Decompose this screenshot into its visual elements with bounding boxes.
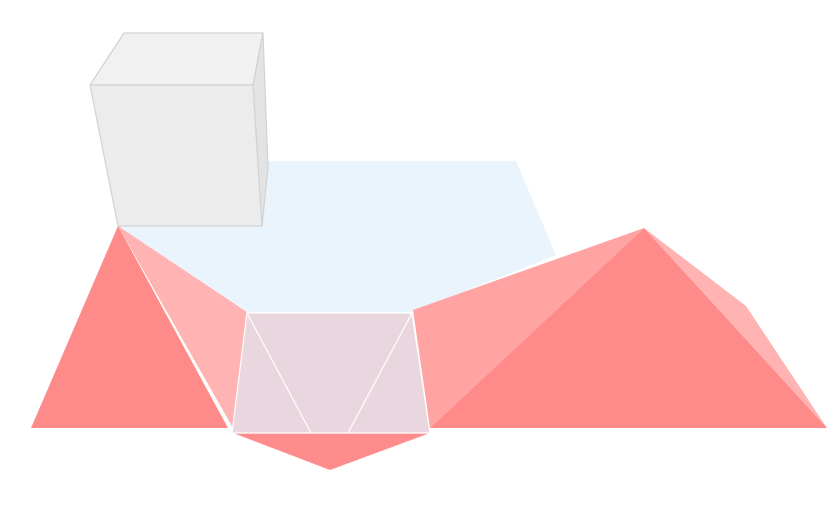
center-panel <box>231 312 431 434</box>
left-pyramid-dark-face <box>31 226 228 428</box>
right-pyramid-dark-face <box>430 228 827 428</box>
center-panel-edge-left <box>246 312 312 434</box>
center-panel-face <box>232 313 430 433</box>
cube <box>89 32 269 227</box>
cube-top-face <box>89 32 264 86</box>
cube-front-face <box>89 84 263 227</box>
floor-plane <box>118 161 556 312</box>
right-pyramid-side-face <box>644 228 827 428</box>
center-panel-outline <box>231 312 431 434</box>
left-pyramid-light-face <box>118 226 247 428</box>
bottom-apex-face <box>233 433 430 470</box>
cube-side-face <box>252 32 269 227</box>
left-pyramid <box>31 226 247 428</box>
center-panel-edge-right <box>347 312 413 434</box>
right-pyramid <box>413 228 827 428</box>
right-pyramid-light-face <box>413 228 644 428</box>
